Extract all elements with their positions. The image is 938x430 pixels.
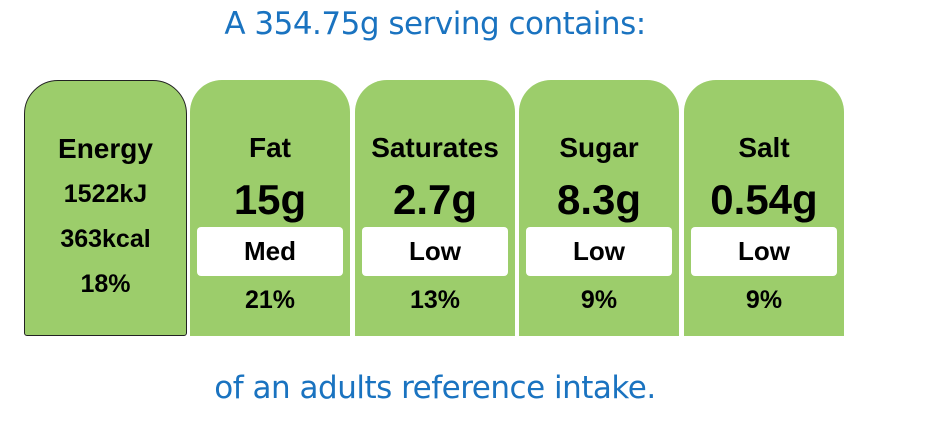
energy-card: Energy 1522kJ 363kcal 18% xyxy=(24,80,187,336)
fat-level-badge: Med xyxy=(197,227,343,276)
sugar-level-badge: Low xyxy=(526,227,672,276)
salt-percent: 9% xyxy=(745,286,783,314)
fat-percent: 21% xyxy=(244,286,296,314)
fat-amount: 15g xyxy=(233,176,307,223)
saturates-amount: 2.7g xyxy=(392,176,478,223)
salt-label: Salt xyxy=(738,132,790,163)
serving-heading: A 354.75g serving contains: xyxy=(224,6,646,42)
salt-amount: 0.54g xyxy=(710,176,818,223)
reference-intake-footer: of an adults reference intake. xyxy=(214,370,656,406)
sugar-percent: 9% xyxy=(580,286,618,314)
saturates-percent: 13% xyxy=(409,286,461,314)
fat-card: Fat 15g Med 21% xyxy=(190,80,350,336)
fat-label: Fat xyxy=(249,132,291,163)
sugar-label: Sugar xyxy=(559,132,639,163)
salt-level-badge: Low xyxy=(691,227,837,276)
saturates-level-badge: Low xyxy=(362,227,508,276)
sugar-card: Sugar 8.3g Low 9% xyxy=(519,80,679,336)
sugar-amount: 8.3g xyxy=(556,176,642,223)
saturates-label: Saturates xyxy=(371,132,499,163)
energy-kcal-value: 363kcal xyxy=(60,225,151,253)
saturates-card: Saturates 2.7g Low 13% xyxy=(355,80,515,336)
energy-kj-value: 1522kJ xyxy=(63,180,148,208)
energy-label: Energy xyxy=(58,133,153,164)
energy-percent: 18% xyxy=(80,270,131,298)
salt-card: Salt 0.54g Low 9% xyxy=(684,80,844,336)
